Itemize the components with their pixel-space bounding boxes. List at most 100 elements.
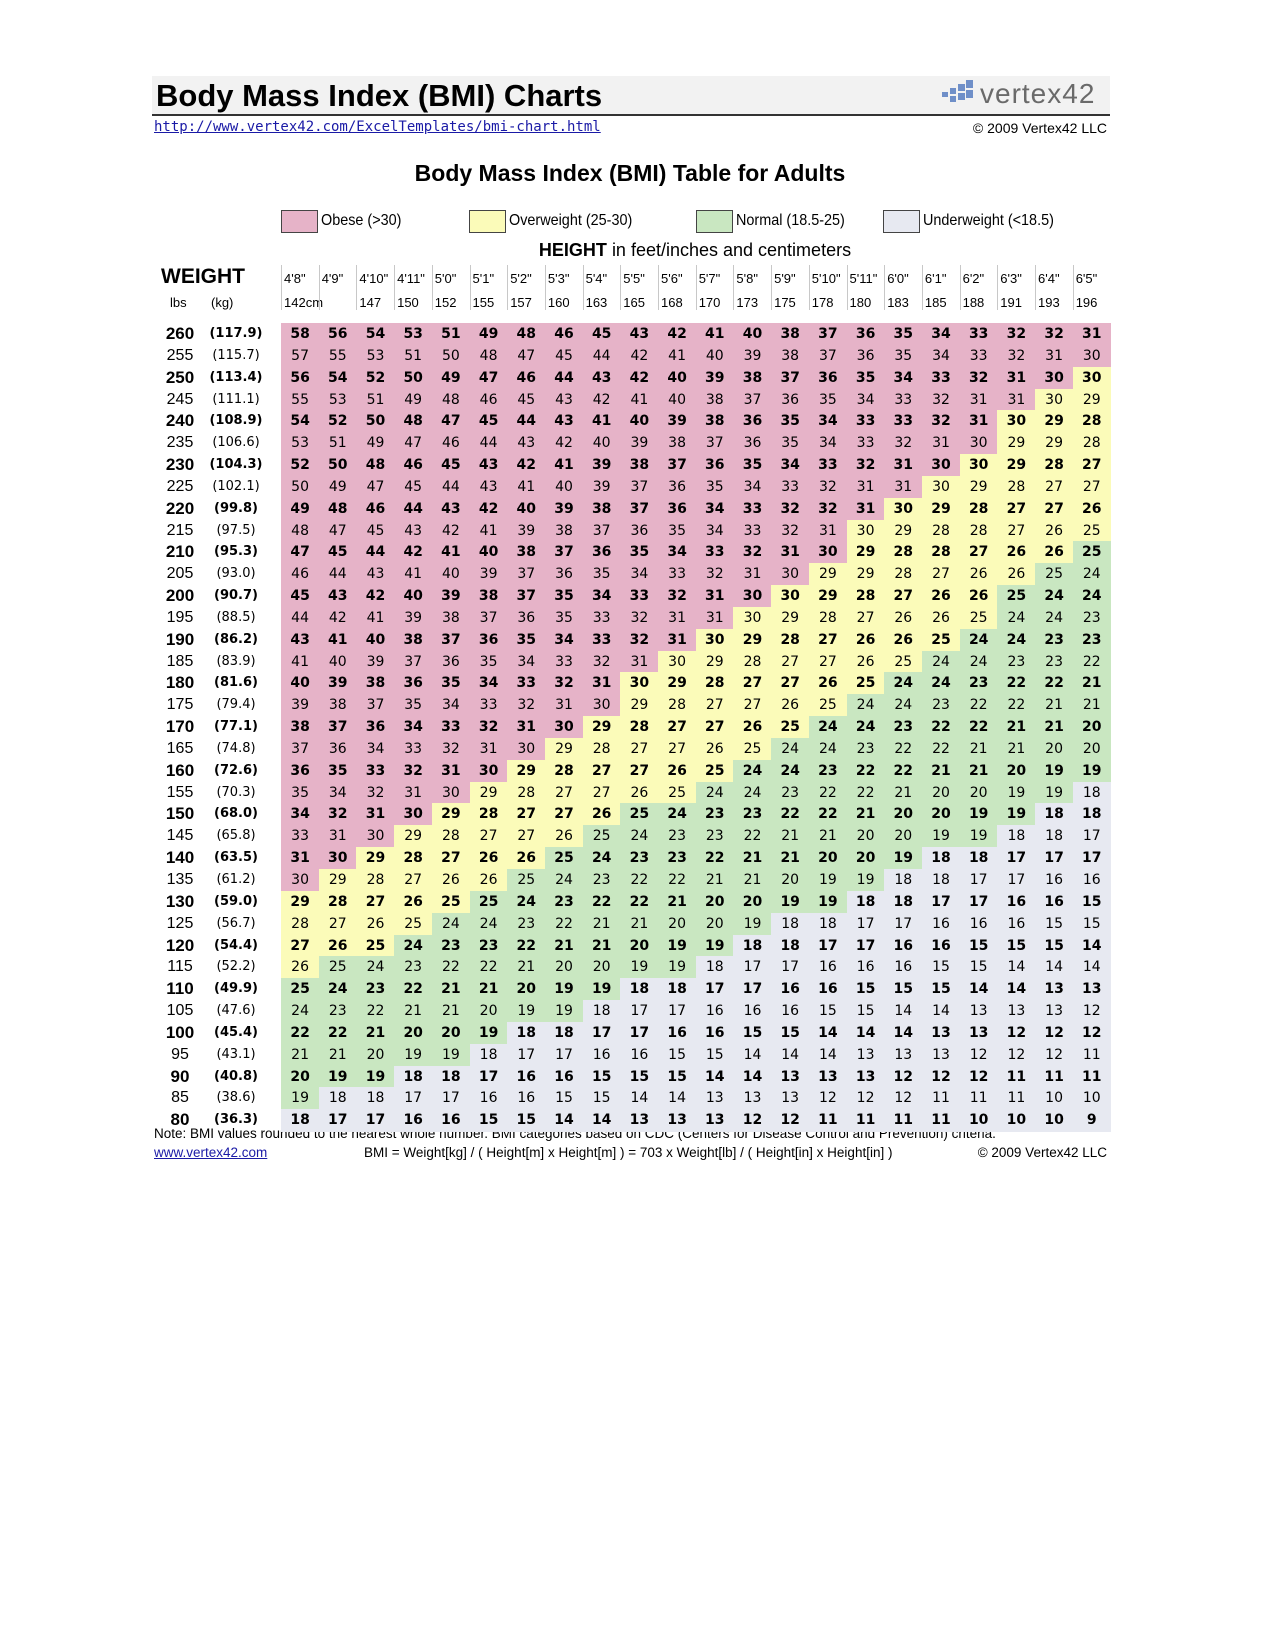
bmi-cell: 11 [846, 1109, 885, 1132]
bmi-cell: 31 [507, 716, 546, 739]
bmi-cell: 33 [733, 497, 772, 521]
bmi-cell: 40 [507, 497, 546, 521]
bmi-cell: 15 [1035, 934, 1074, 957]
bmi-cell: 22 [582, 890, 621, 914]
bmi-cell: 16 [1035, 890, 1074, 914]
bmi-cell: 20 [695, 912, 734, 935]
bmi-cell: 53 [281, 432, 320, 455]
bmi-cell: 36 [620, 519, 659, 542]
footer-copyright: © 2009 Vertex42 LLC [977, 1145, 1107, 1160]
bmi-cell: 31 [959, 388, 998, 411]
bmi-cell: 11 [1072, 1043, 1111, 1067]
bmi-cell: 12 [846, 1087, 885, 1110]
bmi-cell: 12 [1035, 1021, 1074, 1045]
bmi-cell: 15 [1072, 912, 1111, 935]
height-cm: 178 [811, 295, 834, 310]
bmi-cell: 33 [771, 475, 810, 499]
bmi-cell: 41 [620, 388, 659, 411]
bmi-cell: 19 [695, 934, 734, 957]
bmi-cell: 40 [394, 585, 433, 608]
footer-link[interactable]: www.vertex42.com [154, 1145, 268, 1160]
footer-formula: BMI = Weight[kg] / ( Height[m] x Height[… [364, 1145, 893, 1160]
bmi-cell: 23 [469, 934, 508, 957]
column-divider [582, 265, 584, 310]
bmi-cell: 25 [997, 585, 1036, 608]
bmi-cell: 19 [318, 1065, 357, 1088]
bmi-cell: 13 [959, 1000, 998, 1023]
bmi-cell: 26 [1035, 541, 1074, 564]
bmi-cell: 32 [884, 432, 923, 455]
bmi-cell: 34 [658, 541, 697, 564]
bmi-cell: 31 [959, 410, 998, 433]
bmi-cell: 24 [1072, 585, 1111, 608]
bmi-cell: 43 [469, 454, 508, 477]
bmi-cell: 28 [884, 541, 923, 564]
weight-lbs: 190 [165, 629, 195, 649]
bmi-cell: 19 [582, 978, 621, 1001]
weight-lbs: 175 [166, 696, 194, 714]
weight-kg: (117.9) [209, 326, 263, 341]
bmi-cell: 33 [582, 606, 621, 630]
bmi-cell: 25 [733, 737, 772, 761]
bmi-cell: 12 [884, 1087, 923, 1110]
bmi-cell: 31 [733, 563, 772, 586]
bmi-cell: 22 [695, 847, 734, 870]
bmi-cell: 13 [771, 1087, 810, 1110]
bmi-cell: 37 [808, 344, 847, 368]
bmi-cell: 30 [1072, 366, 1111, 389]
bmi-cell: 24 [771, 759, 810, 783]
bmi-cell: 31 [582, 672, 621, 695]
weight-kg: (68.0) [214, 806, 258, 822]
bmi-cell: 30 [394, 803, 433, 826]
bmi-cell: 21 [620, 912, 659, 935]
bmi-cell: 14 [544, 1109, 584, 1132]
weight-kg: (108.9) [209, 413, 263, 429]
bmi-cell: 32 [544, 672, 584, 695]
column-divider [431, 265, 433, 310]
bmi-cell: 12 [1072, 1000, 1111, 1023]
header-url[interactable]: http://www.vertex42.com/ExcelTemplates/b… [154, 119, 601, 135]
bmi-cell: 17 [997, 847, 1036, 870]
weight-kg: (65.8) [216, 828, 256, 844]
bmi-cell: 39 [431, 585, 470, 608]
weight-lbs: 240 [165, 411, 195, 431]
bmi-cell: 34 [808, 410, 847, 433]
bmi-cell: 39 [658, 410, 697, 433]
bmi-cell: 35 [394, 694, 433, 717]
bmi-cell: 27 [1035, 497, 1074, 521]
bmi-cell: 27 [507, 825, 546, 848]
bmi-cell: 17 [846, 934, 885, 957]
bmi-cell: 22 [808, 781, 847, 804]
weight-lbs: 245 [166, 390, 194, 408]
bmi-cell: 21 [884, 781, 923, 804]
bmi-cell: 21 [281, 1043, 320, 1067]
bmi-cell: 27 [544, 781, 584, 804]
bmi-cell: 25 [959, 606, 998, 630]
bmi-cell: 47 [281, 541, 320, 564]
bmi-cell: 15 [582, 1087, 621, 1110]
bmi-cell: 36 [507, 606, 546, 630]
bmi-cell: 21 [1072, 694, 1111, 717]
bmi-cell: 27 [959, 541, 998, 564]
bmi-cell: 14 [997, 978, 1036, 1001]
bmi-cell: 17 [1072, 847, 1111, 870]
bmi-cell: 22 [997, 672, 1036, 695]
bmi-cell: 17 [620, 1021, 659, 1045]
bmi-cell: 50 [356, 410, 395, 433]
bmi-cell: 9 [1072, 1109, 1111, 1132]
weight-lbs: 150 [165, 804, 195, 824]
bmi-cell: 45 [507, 388, 546, 411]
bmi-cell: 18 [808, 912, 847, 935]
bmi-cell: 29 [733, 628, 772, 652]
bmi-cell: 34 [921, 323, 961, 346]
bmi-cell: 25 [281, 978, 320, 1001]
bmi-cell: 15 [846, 978, 885, 1001]
bmi-cell: 16 [921, 912, 961, 935]
bmi-cell: 27 [620, 759, 659, 783]
bmi-cell: 24 [997, 628, 1036, 652]
weight-lbs: 135 [166, 871, 194, 888]
bmi-cell: 30 [281, 869, 320, 892]
bmi-cell: 23 [658, 825, 697, 848]
bmi-cell: 23 [921, 694, 961, 717]
bmi-cell: 27 [846, 606, 885, 630]
